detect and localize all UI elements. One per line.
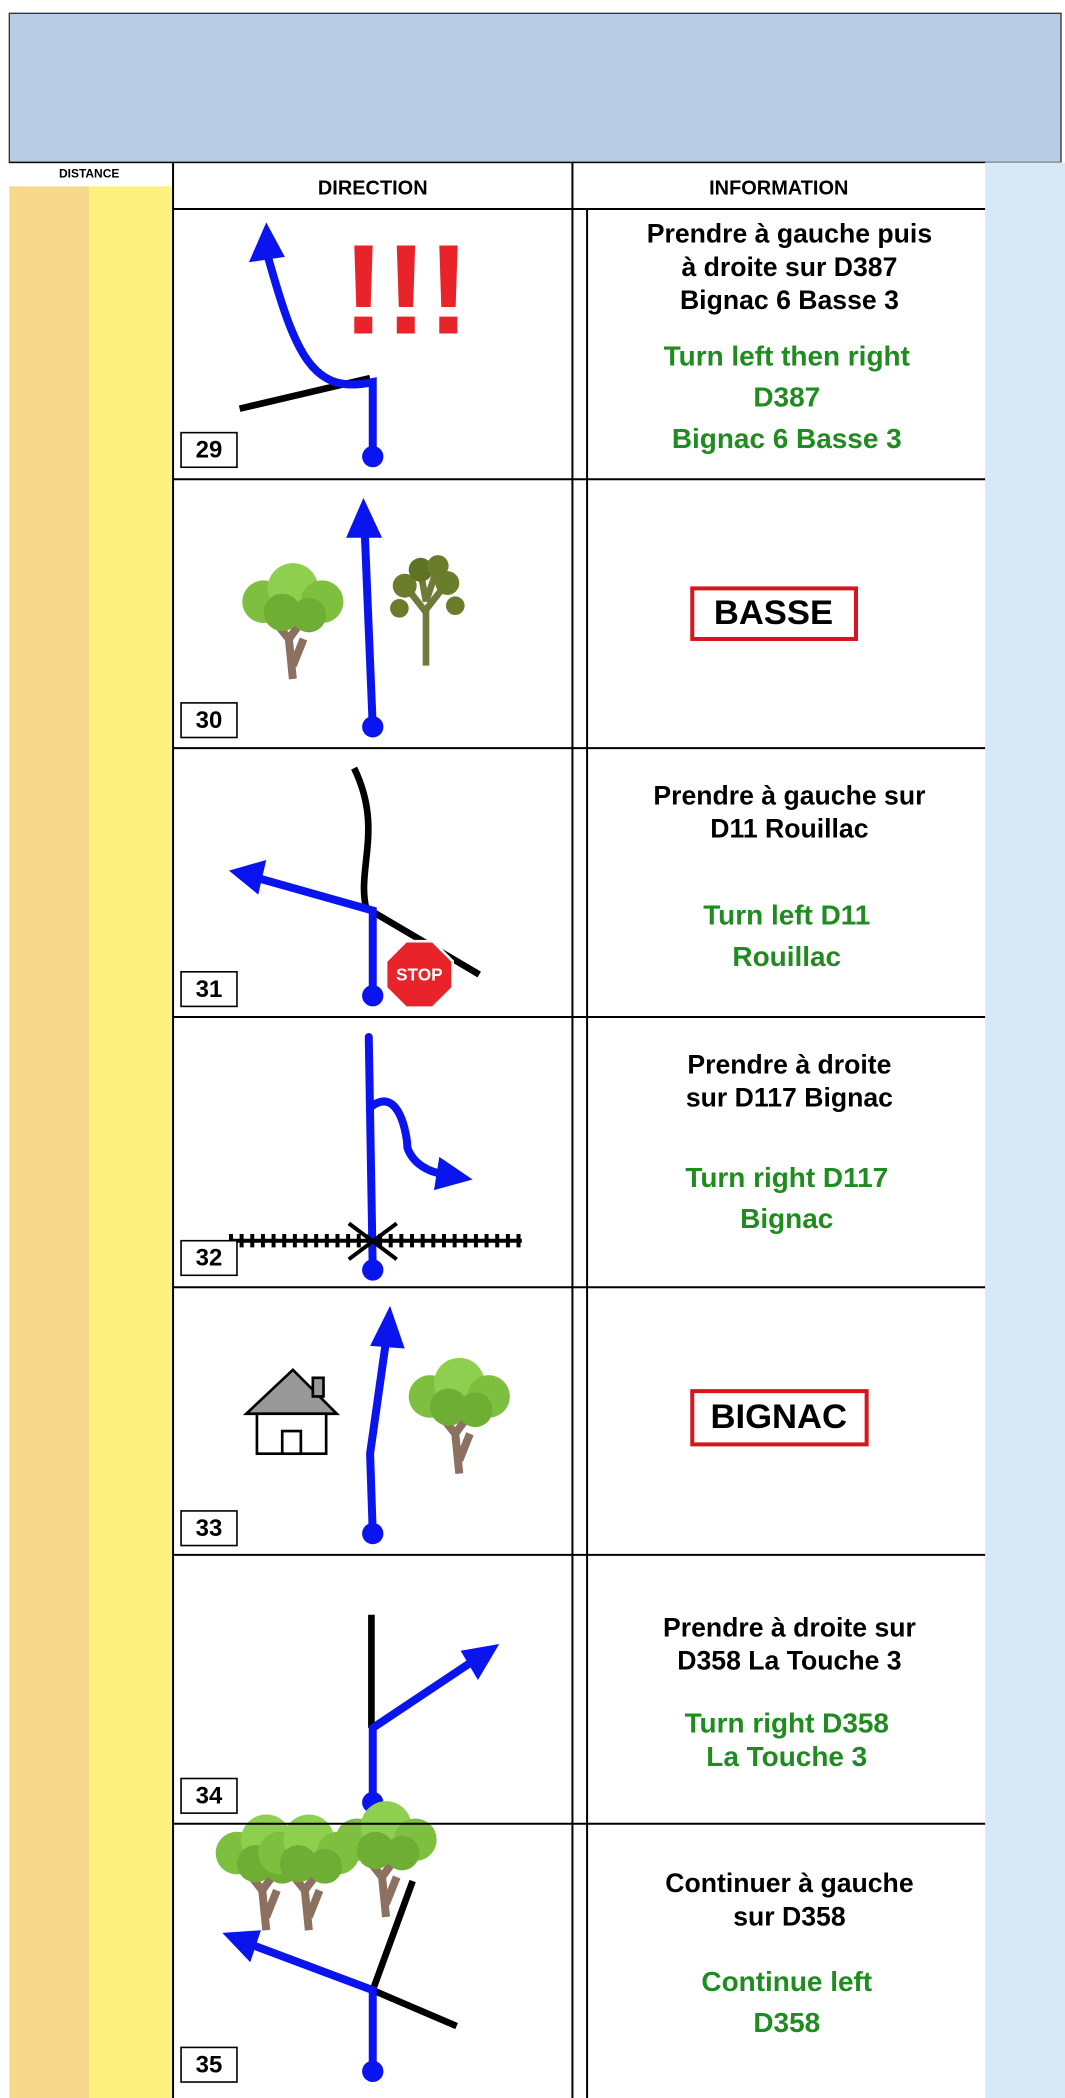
header-direction: DIRECTION [318,177,428,199]
instruction-en: Continue left [701,1966,872,1997]
town-sign [690,586,858,641]
step-box [180,702,238,739]
header-distance: DISTANCE [59,167,119,181]
instruction-fr: Prendre à droite [687,1049,891,1079]
instruction-fr: sur D117 Bignac [686,1083,893,1113]
sign-text: BIGNAC [711,1398,848,1436]
instruction-en: Turn left then right [664,340,910,371]
diagram: !!! [238,218,470,468]
step-number: 31 [196,976,223,1003]
step-box [180,2046,238,2083]
step-box [180,1510,238,1547]
step-number: 34 [196,1782,223,1809]
instruction-fr: Prendre à gauche sur [653,780,925,810]
sign-text: BASSE [714,594,833,632]
instruction-en: Turn right D358 [685,1708,889,1739]
instruction-en: D387 [753,382,820,413]
step-number: 29 [196,437,223,464]
diagram: BASSE [242,497,858,738]
instruction-fr: à droite sur D387 [681,252,897,282]
instruction-fr: Prendre à gauche puis [647,219,932,249]
town-sign [690,1389,869,1447]
header-information: INFORMATION [709,177,848,199]
diagram [228,1033,522,1281]
instruction-en: D358 [753,2007,820,2038]
instruction-fr: Prendre à droite sur [663,1612,916,1642]
title-band [8,12,1062,164]
instruction-en: Bignac 6 Basse 3 [672,423,902,454]
instruction-fr: D358 La Touche 3 [677,1646,901,1676]
instruction-en: La Touche 3 [706,1741,867,1772]
instruction-en: Turn right D117 [685,1162,888,1193]
instruction-fr: Continuer à gauche [665,1868,913,1898]
side-column [985,162,1065,2098]
alert: !!! [342,218,470,361]
distance-column [89,186,174,2098]
stop-text: STOP [396,964,443,984]
instruction-fr: Bignac 6 Basse 3 [680,285,899,315]
distance-column [9,186,90,2098]
stop-sign [384,939,454,1010]
step-box [180,970,238,1008]
diagram: STOP [228,766,481,1010]
step-box [180,1777,238,1814]
step-box [180,1239,238,1277]
instruction-en: Bignac [740,1203,833,1234]
instruction-en: Rouillac [732,941,841,972]
instruction-fr: sur D358 [733,1901,845,1931]
step-number: 30 [196,707,223,734]
diagram: BIGNAC [242,1305,869,1545]
diagram [362,1614,500,1814]
step-box [180,431,238,469]
instruction-en: Turn left D11 [703,900,870,931]
step-number: 32 [196,1245,223,1272]
step-number: 33 [196,1515,223,1542]
step-number: 35 [196,2051,223,2078]
instruction-fr: D11 Rouillac [710,814,868,844]
diagram [216,1801,458,2083]
